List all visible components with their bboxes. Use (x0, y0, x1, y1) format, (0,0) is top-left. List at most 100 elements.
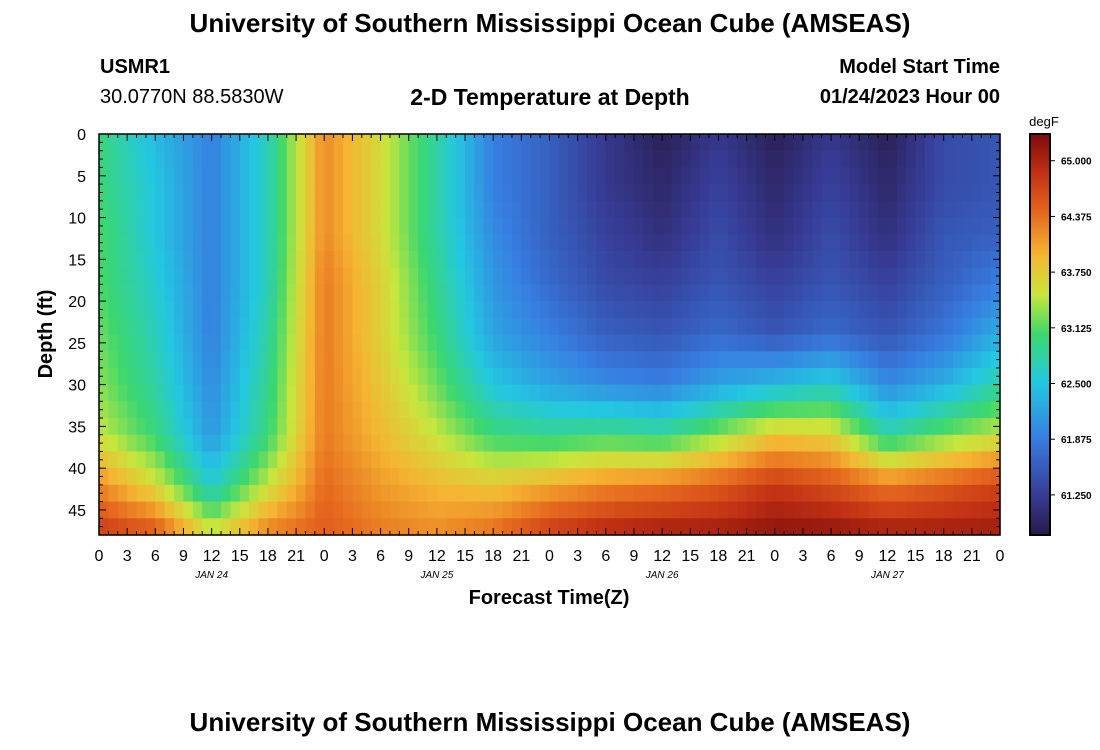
heatmap-cell (849, 434, 860, 453)
heatmap-cell (849, 267, 860, 285)
heatmap-cell (155, 518, 166, 536)
heatmap-cell (333, 418, 344, 436)
heatmap-cell (314, 501, 325, 519)
heatmap-cell (474, 501, 485, 519)
heatmap-cell (887, 501, 898, 519)
heatmap-cell (709, 334, 720, 352)
heatmap-cell (943, 451, 954, 469)
heatmap-cell (221, 384, 231, 402)
heatmap-cell (577, 134, 588, 152)
heatmap-cell (465, 284, 476, 302)
heatmap-cell (99, 317, 109, 336)
heatmap-cell (906, 451, 917, 469)
heatmap-cell (643, 184, 654, 202)
heatmap-cell (849, 250, 860, 269)
heatmap-cell (568, 317, 579, 336)
heatmap-cell (934, 150, 945, 169)
heatmap-cell (352, 351, 363, 369)
heatmap-cell (934, 367, 945, 386)
heatmap-cell (286, 451, 297, 469)
heatmap-cell (267, 167, 278, 185)
heatmap-cell (511, 384, 522, 402)
heatmap-cell (896, 184, 907, 202)
heatmap-cell (371, 334, 382, 352)
heatmap-cell (164, 150, 175, 169)
heatmap-cell (314, 317, 325, 336)
heatmap-cell (784, 518, 795, 536)
heatmap-cell (230, 217, 241, 235)
heatmap-cell (117, 501, 128, 519)
heatmap-cell (633, 317, 644, 336)
heatmap-cell (962, 367, 973, 386)
heatmap-cell (221, 434, 231, 453)
heatmap-cell (662, 284, 673, 302)
heatmap-cell (192, 250, 203, 269)
heatmap-cell (371, 384, 382, 402)
heatmap-cell (474, 234, 485, 252)
heatmap-cell (549, 367, 560, 386)
heatmap-cell (774, 301, 785, 319)
heatmap-cell (530, 367, 541, 386)
heatmap-cell (840, 317, 851, 336)
x-tick-label: 6 (827, 548, 836, 565)
heatmap-cell (746, 401, 757, 419)
heatmap-cell (389, 518, 400, 536)
heatmap-cell (211, 418, 222, 436)
heatmap-cell (746, 418, 757, 436)
heatmap-cell (784, 317, 795, 336)
heatmap-cell (755, 351, 766, 369)
heatmap-cell (436, 284, 447, 302)
heatmap-cell (465, 234, 476, 252)
heatmap-cell (549, 451, 560, 469)
heatmap-cell (389, 150, 400, 169)
heatmap-cell (286, 167, 297, 185)
heatmap-cell (380, 384, 391, 402)
heatmap-cell (662, 384, 673, 402)
heatmap-cell (127, 284, 138, 302)
heatmap-cell (962, 468, 973, 486)
heatmap-cell (99, 184, 109, 202)
heatmap-cell (361, 434, 372, 453)
heatmap-cell (727, 184, 738, 202)
heatmap-cell (305, 150, 316, 169)
heatmap-cell (737, 267, 748, 285)
heatmap-cell (812, 317, 823, 336)
colorbar: degF 65.00064.37563.75063.12562.50061.87… (1029, 114, 1092, 536)
heatmap-cell (868, 267, 879, 285)
heatmap-cell (981, 384, 992, 402)
heatmap-cell (709, 501, 720, 519)
heatmap-cell (314, 150, 325, 169)
heatmap-cell (277, 451, 288, 469)
heatmap-cell (896, 501, 907, 519)
heatmap-cell (436, 134, 447, 152)
heatmap-cell (474, 250, 485, 269)
heatmap-cell (352, 134, 363, 152)
heatmap-cell (849, 501, 860, 519)
heatmap-cell (709, 367, 720, 386)
heatmap-cell (540, 451, 551, 469)
heatmap-cell (408, 217, 419, 235)
heatmap-cell (305, 217, 316, 235)
heatmap-cell (239, 184, 250, 202)
heatmap-cell (286, 501, 297, 519)
heatmap-cell (343, 301, 354, 319)
heatmap-cell (662, 351, 673, 369)
heatmap-cell (662, 434, 673, 453)
heatmap-cell (896, 250, 907, 269)
heatmap-cell (418, 200, 429, 219)
heatmap-cell (155, 150, 166, 169)
heatmap-cell (371, 301, 382, 319)
heatmap-cell (877, 518, 888, 536)
heatmap-cell (709, 418, 720, 436)
heatmap-cell (380, 434, 391, 453)
heatmap-cell (558, 451, 569, 469)
heatmap-cell (587, 234, 598, 252)
heatmap-cell (427, 501, 438, 519)
heatmap-cell (117, 301, 128, 319)
heatmap-cell (727, 518, 738, 536)
heatmap-cell (230, 518, 241, 536)
heatmap-cell (934, 217, 945, 235)
heatmap-cell (277, 367, 288, 386)
heatmap-cell (943, 217, 954, 235)
heatmap-cell (371, 484, 382, 503)
